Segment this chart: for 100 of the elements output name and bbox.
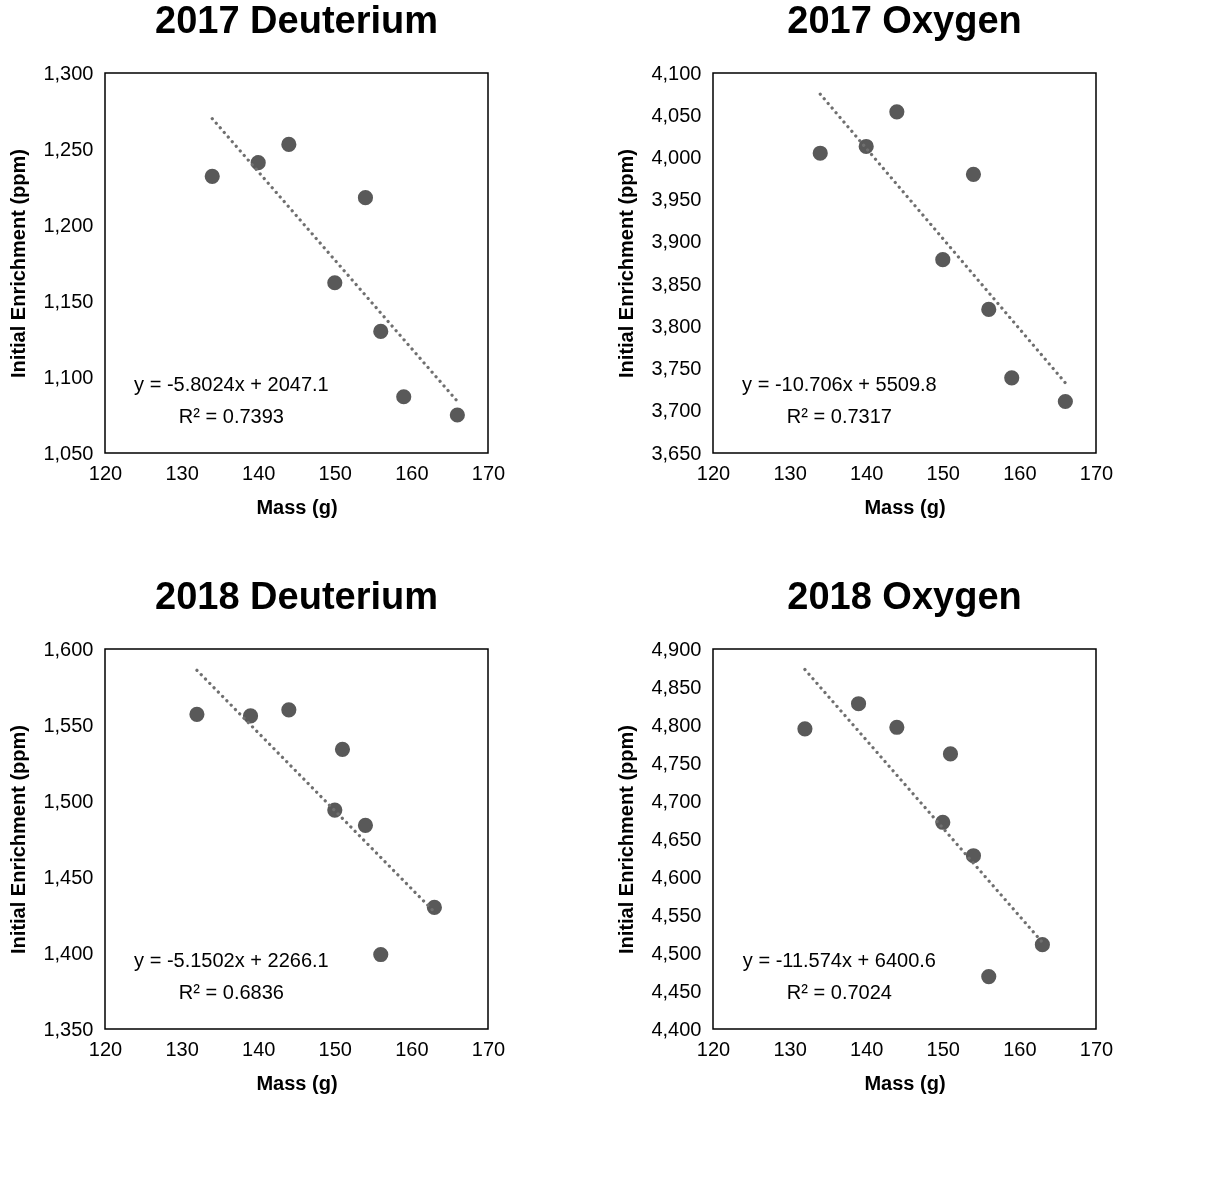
x-tick-label: 130 bbox=[773, 461, 807, 484]
point bbox=[373, 323, 389, 339]
y-tick-label: 4,450 bbox=[651, 979, 702, 1002]
x-tick-label: 120 bbox=[696, 1037, 731, 1060]
point bbox=[334, 741, 351, 757]
point bbox=[357, 817, 374, 833]
x-tick-label: 150 bbox=[926, 1037, 960, 1060]
y-tick-label: 1,100 bbox=[43, 365, 94, 388]
y-axis-title: Initial Enrichment (ppm) bbox=[7, 149, 30, 378]
point bbox=[449, 407, 465, 423]
y-tick-label: 3,800 bbox=[651, 314, 702, 337]
y-tick-label: 1,050 bbox=[43, 441, 94, 464]
y-tick-label: 1,600 bbox=[43, 637, 94, 660]
x-axis-title: Mass (g) bbox=[864, 495, 946, 518]
point bbox=[204, 168, 220, 184]
point bbox=[1034, 937, 1050, 953]
y-tick-label: 1,400 bbox=[43, 941, 94, 964]
y-axis-title: Initial Enrichment (ppm) bbox=[615, 149, 638, 378]
point bbox=[189, 706, 205, 722]
point bbox=[242, 708, 259, 724]
x-tick-label: 170 bbox=[471, 461, 506, 484]
annotation: R² = 0.7317 bbox=[786, 404, 892, 427]
y-tick-label: 4,800 bbox=[651, 713, 702, 736]
point bbox=[965, 848, 982, 864]
x-tick-label: 140 bbox=[242, 1037, 276, 1060]
point bbox=[426, 899, 442, 915]
x-tick-label: 160 bbox=[1003, 1037, 1037, 1060]
x-tick-label: 120 bbox=[696, 461, 731, 484]
point bbox=[250, 155, 266, 171]
y-tick-label: 4,550 bbox=[651, 903, 702, 926]
point bbox=[935, 252, 951, 268]
x-axis-title: Mass (g) bbox=[256, 495, 338, 518]
y-tick-label: 4,000 bbox=[651, 145, 702, 168]
y-tick-label: 1,300 bbox=[43, 61, 94, 84]
chart-title: 2018 Oxygen bbox=[787, 575, 1022, 617]
y-tick-label: 4,400 bbox=[651, 1017, 702, 1040]
y-tick-label: 4,500 bbox=[651, 941, 702, 964]
y-tick-label: 4,650 bbox=[651, 827, 702, 850]
y-axis-title: Initial Enrichment (ppm) bbox=[7, 725, 30, 954]
point bbox=[965, 166, 982, 182]
x-tick-label: 130 bbox=[165, 1037, 199, 1060]
annotation: R² = 0.6836 bbox=[178, 980, 284, 1003]
y-tick-label: 1,350 bbox=[43, 1017, 94, 1040]
y-tick-label: 3,650 bbox=[651, 441, 702, 464]
x-tick-label: 150 bbox=[318, 461, 352, 484]
point bbox=[981, 968, 997, 985]
point bbox=[373, 946, 389, 963]
x-tick-label: 120 bbox=[88, 461, 123, 484]
point bbox=[942, 746, 959, 762]
annotation: R² = 0.7024 bbox=[786, 980, 892, 1003]
annotation: y = -5.1502x + 2266.1 bbox=[134, 948, 329, 971]
x-axis-title: Mass (g) bbox=[256, 1071, 338, 1094]
point bbox=[281, 136, 297, 153]
x-tick-label: 170 bbox=[1079, 1037, 1114, 1060]
y-tick-label: 1,150 bbox=[43, 289, 94, 312]
y-tick-label: 3,750 bbox=[651, 357, 702, 380]
y-tick-label: 4,900 bbox=[651, 637, 702, 660]
point bbox=[797, 721, 813, 737]
x-tick-label: 170 bbox=[1079, 461, 1114, 484]
point bbox=[357, 190, 374, 206]
annotation: y = -11.574x + 6400.6 bbox=[742, 948, 936, 971]
point bbox=[889, 719, 905, 735]
y-tick-label: 4,750 bbox=[651, 751, 702, 774]
x-tick-label: 140 bbox=[850, 461, 884, 484]
y-tick-label: 1,550 bbox=[43, 713, 94, 736]
x-tick-label: 160 bbox=[395, 461, 429, 484]
y-tick-label: 4,600 bbox=[651, 865, 702, 888]
y-tick-label: 4,700 bbox=[651, 789, 702, 812]
point bbox=[812, 145, 828, 161]
y-tick-label: 3,700 bbox=[651, 399, 702, 422]
annotation: y = -10.706x + 5509.8 bbox=[742, 372, 937, 395]
y-axis-title: Initial Enrichment (ppm) bbox=[615, 725, 638, 954]
x-tick-label: 150 bbox=[318, 1037, 352, 1060]
x-tick-label: 130 bbox=[773, 1037, 807, 1060]
y-tick-label: 4,100 bbox=[651, 61, 702, 84]
y-tick-label: 3,950 bbox=[651, 188, 702, 211]
y-tick-label: 3,900 bbox=[651, 230, 702, 253]
point bbox=[1004, 370, 1020, 386]
x-tick-label: 150 bbox=[926, 461, 960, 484]
point bbox=[889, 104, 905, 120]
point bbox=[1057, 393, 1073, 410]
point bbox=[396, 389, 412, 405]
y-tick-label: 3,850 bbox=[651, 272, 702, 295]
y-tick-label: 1,250 bbox=[43, 137, 94, 160]
y-tick-label: 4,050 bbox=[651, 103, 702, 126]
annotation: y = -5.8024x + 2047.1 bbox=[134, 372, 329, 395]
point bbox=[850, 696, 867, 712]
x-tick-label: 140 bbox=[242, 461, 276, 484]
x-tick-label: 160 bbox=[395, 1037, 429, 1060]
y-tick-label: 1,200 bbox=[43, 213, 94, 236]
chart-title: 2017 Deuterium bbox=[154, 0, 439, 41]
x-tick-label: 130 bbox=[165, 461, 199, 484]
y-tick-label: 1,500 bbox=[43, 789, 94, 812]
chart-title: 2017 Oxygen bbox=[787, 0, 1022, 41]
x-tick-label: 120 bbox=[88, 1037, 123, 1060]
y-tick-label: 4,850 bbox=[651, 675, 702, 698]
chart-title: 2018 Deuterium bbox=[154, 575, 439, 617]
x-tick-label: 140 bbox=[850, 1037, 884, 1060]
annotation: R² = 0.7393 bbox=[178, 404, 284, 427]
x-axis-title: Mass (g) bbox=[864, 1071, 946, 1094]
